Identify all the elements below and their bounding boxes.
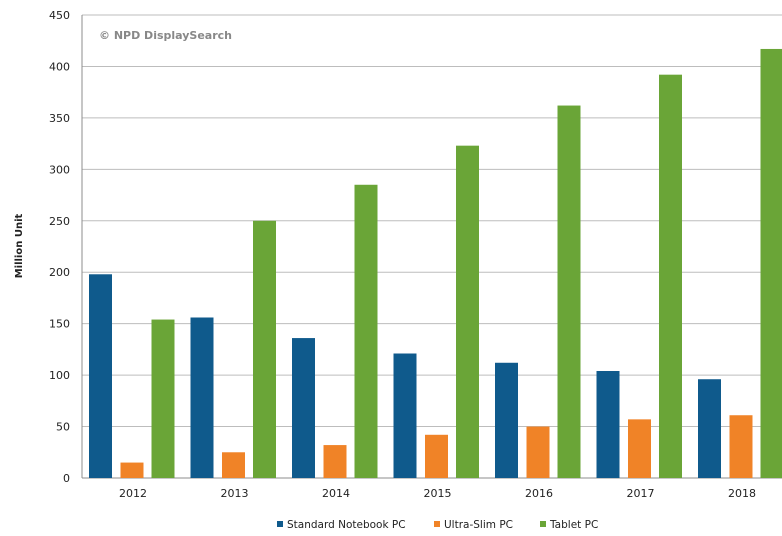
y-tick-label: 450 [49, 9, 70, 22]
x-tick-label: 2018 [728, 487, 756, 500]
bar [659, 74, 682, 479]
bar [222, 452, 245, 478]
bar [393, 353, 417, 478]
bar [323, 445, 347, 478]
bar [253, 220, 276, 478]
bar [190, 317, 214, 478]
bar [557, 105, 581, 478]
bar [151, 319, 175, 478]
bar [698, 379, 721, 478]
legend-label: Ultra-Slim PC [444, 519, 513, 531]
y-tick-label: 0 [63, 472, 70, 485]
y-tick-label: 300 [49, 163, 70, 176]
watermark: © NPD DisplaySearch [99, 29, 232, 42]
y-tick-label: 150 [49, 318, 70, 331]
y-tick-label: 250 [49, 215, 70, 228]
y-tick-label: 50 [56, 421, 70, 434]
y-tick-label: 100 [49, 369, 70, 382]
legend-label: Standard Notebook PC [287, 519, 406, 531]
bar [425, 434, 448, 478]
x-tick-label: 2014 [322, 487, 350, 500]
x-tick-label: 2012 [119, 487, 147, 500]
x-tick-label: 2016 [525, 487, 553, 500]
legend: Standard Notebook PC Ultra-Slim PC Tablet … [277, 519, 598, 531]
legend-swatch [540, 521, 546, 527]
x-tick-label: 2015 [424, 487, 452, 500]
legend-swatch [277, 521, 283, 527]
bar [120, 462, 144, 478]
bars [89, 48, 782, 479]
x-tick-label: 2013 [221, 487, 249, 500]
bar [354, 184, 378, 478]
bar [456, 145, 479, 478]
bar [729, 415, 753, 478]
y-axis-title: Million Unit [14, 213, 25, 278]
bar [628, 419, 651, 478]
bar [760, 48, 782, 478]
y-tick-label: 350 [49, 112, 70, 125]
y-axis-ticks: 0 50 100 150 200 250 300 350 400 450 [49, 9, 70, 485]
bar [596, 370, 620, 478]
bar [495, 362, 518, 478]
x-tick-label: 2017 [627, 487, 655, 500]
x-axis-ticks: 2012 2013 2014 2015 2016 2017 2018 [119, 487, 756, 500]
legend-label: Tablet PC [549, 519, 598, 531]
legend-swatch [434, 521, 440, 527]
bar [526, 426, 550, 478]
bar [89, 274, 112, 478]
bar [292, 338, 315, 478]
y-tick-label: 200 [49, 266, 70, 279]
y-tick-label: 400 [49, 60, 70, 73]
